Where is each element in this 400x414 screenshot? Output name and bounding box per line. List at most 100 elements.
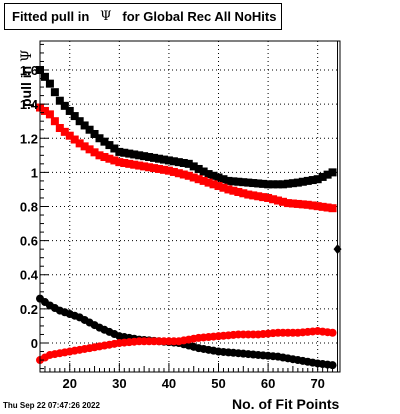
data-point [179,170,188,179]
data-point [254,192,263,201]
data-point [55,124,64,133]
data-point [115,147,124,156]
data-point [209,180,218,189]
data-point [209,171,218,180]
data-point [135,161,144,170]
data-point [55,96,64,105]
data-point [150,164,159,173]
data-point [50,117,59,126]
y-tick-label: 0.4 [20,268,39,283]
data-point [90,129,99,138]
data-point [269,180,278,189]
data-point [110,156,119,165]
data-point [264,180,273,189]
data-point [219,175,228,184]
data-point [60,101,69,110]
data-point [204,178,213,187]
data-point [219,183,228,192]
data-point [214,173,223,182]
data-point [313,175,322,184]
data-point [318,202,327,211]
data-point [70,112,79,121]
y-tick-label: 0.6 [20,234,38,249]
data-point [150,153,159,162]
data-point [318,172,327,181]
data-point [328,361,337,370]
data-point [239,189,248,198]
data-point [184,171,193,180]
data-point [100,137,109,146]
data-point [120,148,129,157]
data-point [164,166,173,175]
data-point [85,145,94,154]
data-point [75,139,84,148]
y-axis-label-symbol: Ψ [19,49,35,62]
data-point [155,164,164,173]
y-tick-label: 1.6 [20,63,38,78]
data-point [249,179,258,188]
data-point [214,182,223,191]
data-point [70,135,79,144]
data-point [145,163,154,172]
data-point [140,162,149,171]
data-point [80,142,89,151]
data-point [40,106,49,115]
data-point [259,179,268,188]
data-point [269,195,278,204]
data-point [229,177,238,186]
data-point [65,106,74,115]
y-tick-label: 1.2 [20,131,38,146]
data-point [60,127,69,136]
data-point [130,160,139,169]
data-point [244,178,253,187]
data-point [323,170,332,179]
data-point [274,196,283,205]
y-tick-label: 1 [31,165,38,180]
data-point [45,110,54,119]
data-series [36,41,342,372]
data-point [278,180,287,189]
data-point [189,162,198,171]
data-point [120,158,129,167]
tick-labels: 20 30 40 50 60 70 0 0.2 0.4 0.6 0.8 1 1.2 1.4 1.6 [20,63,325,391]
data-point [164,156,173,165]
data-point [328,204,337,213]
data-point [278,197,287,206]
x-tick-label: 20 [63,376,77,391]
data-point [159,165,168,174]
y-axis-label: pull in Ψ [18,50,35,107]
data-point [244,190,253,199]
data-point [199,176,208,185]
data-point [179,158,188,167]
data-point [65,131,74,140]
data-point [80,121,89,130]
data-point [234,177,243,186]
data-point [288,179,297,188]
x-tick-label: 50 [211,376,225,391]
data-point [105,154,114,163]
data-point [199,167,208,176]
data-point [135,151,144,160]
data-point [75,117,84,126]
x-tick-label: 30 [112,376,126,391]
data-point [264,193,273,202]
data-point [194,164,203,173]
data-point [110,144,119,153]
y-axis-label-text: pull in [18,65,34,107]
data-point [239,178,248,187]
x-tick-label: 60 [261,376,275,391]
y-tick-label: 1.4 [20,97,39,112]
title-prefix: Fitted pull in [12,9,90,24]
y-tick-label: 0 [31,336,38,351]
data-point [303,200,312,209]
data-point [125,149,134,158]
data-point [224,176,233,185]
data-point [40,72,49,81]
data-point [159,155,168,164]
y-tick-label: 0.2 [20,302,38,317]
data-point [105,141,114,150]
data-point [189,173,198,182]
data-point [169,167,178,176]
data-point [95,151,104,160]
data-point [204,170,213,179]
